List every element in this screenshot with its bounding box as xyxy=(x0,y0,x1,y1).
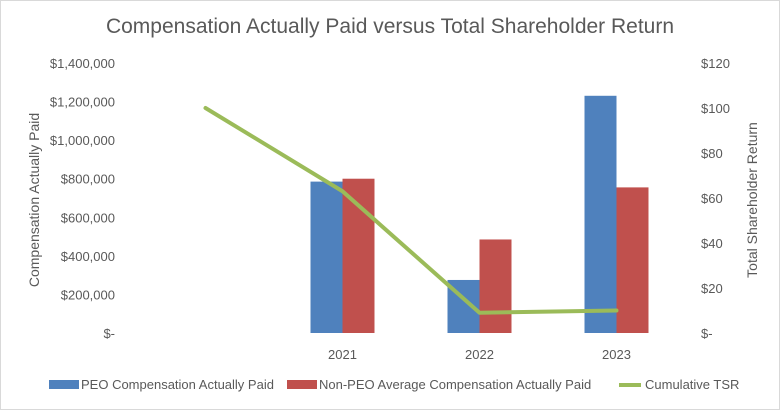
tsr-line-group xyxy=(205,108,616,313)
chart-title: Compensation Actually Paid versus Total … xyxy=(106,15,674,38)
right-axis-title: Total Shareholder Return xyxy=(744,122,760,278)
x-tick-label: 2023 xyxy=(602,347,631,362)
left-tick-label: $400,000 xyxy=(61,249,115,264)
right-tick-label: $120 xyxy=(701,56,730,71)
bar-peo xyxy=(311,182,343,333)
bar-non-peo xyxy=(480,239,512,333)
legend-label-1: Non-PEO Average Compensation Actually Pa… xyxy=(319,377,591,392)
right-tick-label: $40 xyxy=(701,236,723,251)
legend-swatch-1 xyxy=(287,380,317,389)
right-tick-label: $100 xyxy=(701,101,730,116)
legend-label-2: Cumulative TSR xyxy=(645,377,739,392)
left-axis-title: Compensation Actually Paid xyxy=(26,113,42,287)
legend-label-0: PEO Compensation Actually Paid xyxy=(81,377,274,392)
left-tick-label: $1,400,000 xyxy=(50,56,115,71)
tsr-line xyxy=(206,108,617,313)
legend-swatch-0 xyxy=(49,380,79,389)
bar-peo xyxy=(585,96,617,333)
left-tick-label: $200,000 xyxy=(61,287,115,302)
left-tick-label: $800,000 xyxy=(61,172,115,187)
bar-non-peo xyxy=(617,187,649,333)
left-tick-label: $600,000 xyxy=(61,210,115,225)
right-tick-label: $80 xyxy=(701,146,723,161)
right-tick-label: $60 xyxy=(701,191,723,206)
left-tick-label: $1,000,000 xyxy=(50,133,115,148)
x-tick-label: 2022 xyxy=(465,347,494,362)
right-tick-label: $20 xyxy=(701,281,723,296)
x-axis: 2021 2022 2023 xyxy=(328,347,631,362)
right-tick-label: $- xyxy=(701,326,713,341)
right-axis: $- $20 $40 $60 $80 $100 $120 xyxy=(701,56,730,341)
left-tick-label: $1,200,000 xyxy=(50,95,115,110)
left-tick-label: $- xyxy=(103,326,115,341)
bars-group xyxy=(311,96,649,333)
x-tick-label: 2021 xyxy=(328,347,357,362)
left-axis: $- $200,000 $400,000 $600,000 $800,000 $1,000… xyxy=(50,56,115,341)
bar-non-peo xyxy=(343,179,375,333)
legend: PEO Compensation Actually Paid Non-PEO Av… xyxy=(49,377,739,392)
